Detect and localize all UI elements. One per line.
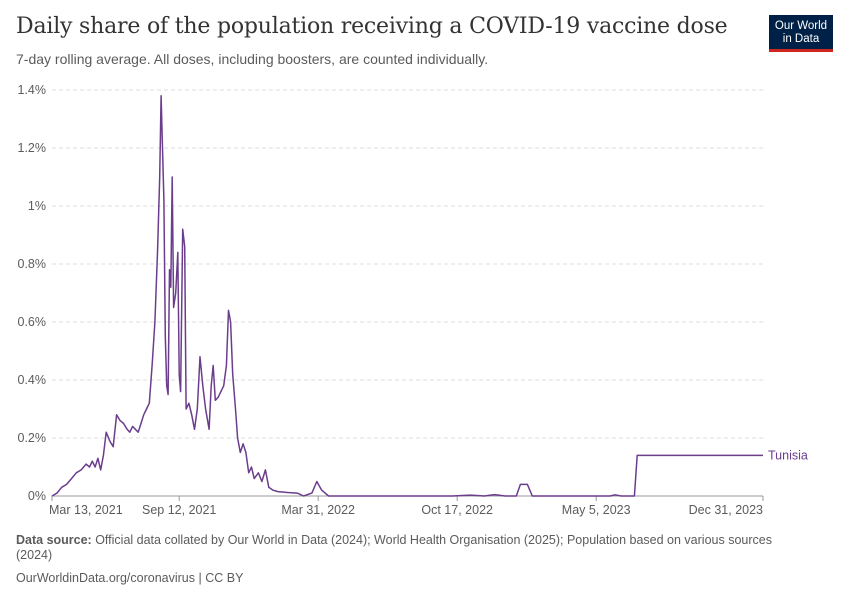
series-line-tunisia[interactable] [51,95,763,497]
logo-line-1: Our World [774,20,828,32]
y-tick-label-6: 1.2% [18,141,47,155]
y-tick-label-3: 0.6% [18,315,47,329]
chart-subtitle: 7-day rolling average. All doses, includ… [16,51,489,67]
x-tick-label-3: Oct 17, 2022 [421,503,493,517]
y-tick-label-7: 1.4% [18,83,47,97]
x-tick-label-2: Mar 31, 2022 [281,503,355,517]
x-tick-label-0: Mar 13, 2021 [49,503,123,517]
x-tick-label-1: Sep 12, 2021 [142,503,216,517]
gridlines [52,89,763,439]
chart-title: Daily share of the population receiving … [16,14,728,39]
y-tick-label-1: 0.2% [18,431,47,445]
logo-line-2: in Data [782,33,820,45]
y-tick-label-0: 0% [28,489,46,503]
series-label-tunisia[interactable]: Tunisia [768,448,808,462]
x-tick-label-4: May 5, 2023 [562,503,631,517]
x-tick-label-5: Dec 31, 2023 [689,503,763,517]
data-source-label: Data source: [16,533,92,547]
data-source-text: Official data collated by Our World in D… [16,533,772,562]
y-tick-label-5: 1% [28,199,46,213]
y-axis: 0% 0.2% 0.4% 0.6% 0.8% 1% 1.2% 1.4% [18,83,47,503]
credit-line[interactable]: OurWorldinData.org/coronavirus | CC BY [16,571,244,585]
line-chart: 0% 0.2% 0.4% 0.6% 0.8% 1% 1.2% 1.4% Mar 13, 202… [18,83,808,517]
series-lines [51,95,763,497]
data-source: Data source: Official data collated by O… [16,533,796,563]
series-labels: Tunisia [768,448,808,462]
y-tick-label-4: 0.8% [18,257,47,271]
owid-logo[interactable]: Our World in Data [769,15,833,52]
y-tick-label-2: 0.4% [18,373,47,387]
x-axis: Mar 13, 2021 Sep 12, 2021 Mar 31, 2022 Oct … [49,495,764,517]
